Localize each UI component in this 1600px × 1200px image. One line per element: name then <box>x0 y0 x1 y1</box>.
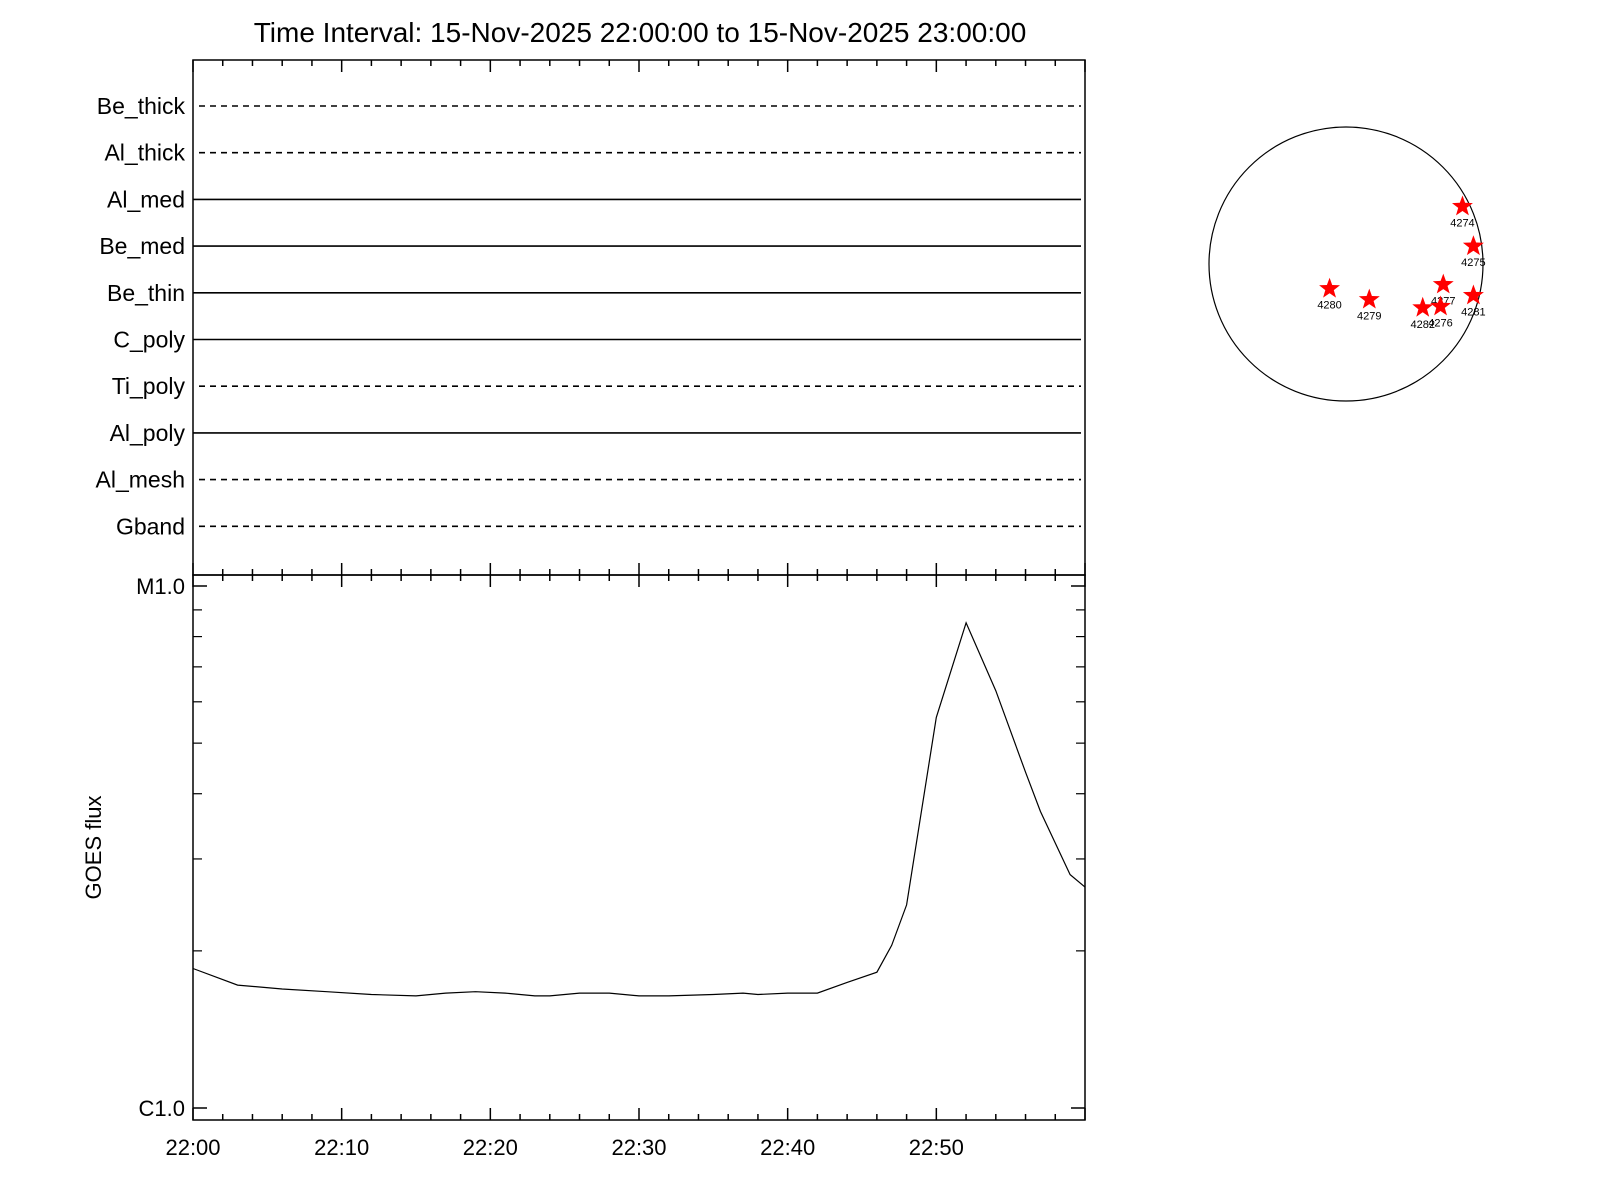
active-region-marker <box>1462 235 1484 256</box>
filter-label: Al_thick <box>104 140 185 166</box>
active-region-marker <box>1432 273 1454 294</box>
x-tick-label: 22:40 <box>760 1135 815 1160</box>
goes-flux-line <box>192 621 1086 997</box>
active-region-label: 4275 <box>1461 257 1485 269</box>
goes-flux-panel: 22:00 22:10 22:20 22:30 22:40 22:50 M1.0 C1.0 GO… <box>81 563 1086 1160</box>
filter-label: Be_med <box>99 233 185 259</box>
active-region-marker <box>1452 195 1473 216</box>
filter-label: C_poly <box>113 327 185 353</box>
active-region-label: 4274 <box>1450 217 1474 229</box>
filter-panel-frame <box>192 59 1086 576</box>
plot-title: Time Interval: 15-Nov-2025 22:00:00 to 1… <box>254 17 1027 48</box>
active-region-marker <box>1430 295 1451 316</box>
goes-panel-frame <box>192 574 1086 1121</box>
active-region-label: 4282 <box>1410 319 1434 331</box>
filter-label: Be_thick <box>97 93 186 119</box>
y-tick-label: M1.0 <box>136 574 185 599</box>
active-region-label: 4281 <box>1461 307 1485 319</box>
active-region-label: 4279 <box>1357 311 1381 323</box>
y-axis-label: GOES flux <box>81 796 106 900</box>
x-tick-label: 22:20 <box>463 1135 518 1160</box>
filter-timeline-panel: Be_thick Al_thick Al_med Be_med Be_thin C_pol… <box>96 59 1086 576</box>
active-region-marker <box>1462 284 1484 305</box>
filter-label: Be_thin <box>107 280 185 306</box>
filter-label: Gband <box>116 513 185 539</box>
active-region-marker <box>1319 277 1340 298</box>
filter-label: Al_mesh <box>96 467 185 493</box>
y-tick-label: C1.0 <box>139 1096 185 1121</box>
filter-label: Ti_poly <box>112 373 186 399</box>
solar-disk-limb <box>1208 126 1484 402</box>
active-region-marker <box>1412 296 1434 317</box>
active-region-marker <box>1358 288 1380 309</box>
x-tick-label: 22:00 <box>165 1135 220 1160</box>
filter-label: Al_med <box>107 186 185 212</box>
x-tick-label: 22:30 <box>611 1135 666 1160</box>
x-tick-label: 22:10 <box>314 1135 369 1160</box>
filter-label: Al_poly <box>110 420 186 446</box>
active-region-label: 4276 <box>1428 317 1452 329</box>
x-tick-label: 22:50 <box>909 1135 964 1160</box>
active-region-label: 4280 <box>1317 300 1341 312</box>
